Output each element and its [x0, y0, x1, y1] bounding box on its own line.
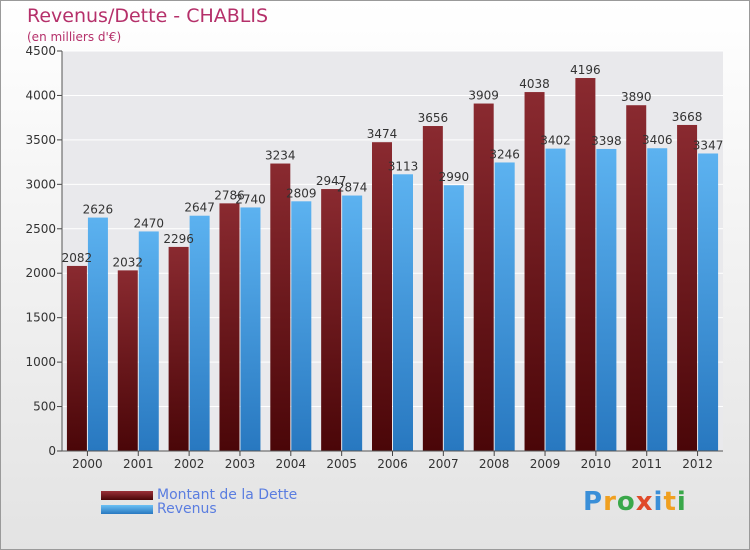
y-tick-label: 2000	[25, 266, 56, 280]
data-label: 3246	[489, 147, 520, 161]
data-label: 3406	[642, 133, 673, 147]
y-tick-label: 1500	[25, 311, 56, 325]
x-tick-label: 2012	[682, 457, 713, 471]
bar-revenus	[138, 231, 159, 451]
data-label: 3656	[418, 111, 449, 125]
logo-letter: t	[663, 487, 677, 517]
legend-label-dette: Montant de la Dette	[157, 487, 298, 503]
plot-background	[62, 51, 723, 451]
data-label: 2032	[112, 255, 143, 269]
bar-dette	[575, 78, 596, 452]
bar-dette	[117, 270, 138, 451]
chart-title: Revenus/Dette - CHABLIS	[27, 5, 269, 27]
bar-dette	[524, 92, 545, 452]
legend-swatch-revenus	[101, 504, 153, 514]
data-label: 3347	[693, 138, 724, 152]
data-label: 2809	[286, 186, 317, 200]
data-label: 2296	[163, 232, 194, 246]
bar-dette	[66, 265, 87, 451]
logo-letter: o	[616, 487, 636, 517]
y-tick-label: 1000	[25, 355, 56, 369]
data-label: 2470	[133, 216, 164, 230]
bar-dette	[321, 189, 342, 452]
data-label: 3402	[540, 134, 571, 148]
bar-revenus	[189, 215, 210, 451]
legend-swatch-dette	[101, 490, 153, 500]
bar-revenus	[698, 153, 719, 451]
data-label: 3909	[468, 89, 499, 103]
data-label: 2947	[316, 174, 347, 188]
plot-area	[62, 51, 723, 451]
x-tick-label: 2004	[276, 457, 307, 471]
proxiti-logo: Proxiti	[583, 487, 687, 517]
bar-dette	[422, 126, 443, 452]
data-label: 2874	[337, 181, 368, 195]
x-tick-label: 2003	[225, 457, 256, 471]
data-label: 2740	[235, 192, 266, 206]
x-tick-label: 2008	[479, 457, 510, 471]
bars	[66, 78, 719, 452]
legend-item-dette: Montant de la Dette	[101, 487, 297, 503]
data-label: 2990	[439, 170, 470, 184]
bar-dette	[168, 246, 189, 451]
bar-revenus	[342, 195, 363, 451]
logo-letter: i	[653, 487, 664, 517]
x-tick-label: 2001	[123, 457, 154, 471]
y-tick-label: 0	[48, 444, 56, 458]
data-label: 4196	[570, 63, 601, 77]
bar-revenus	[240, 207, 261, 451]
logo-letter: r	[603, 487, 617, 517]
data-label: 2626	[83, 203, 114, 217]
data-label: 3474	[367, 127, 398, 141]
bar-dette	[270, 163, 291, 452]
data-label: 3113	[388, 159, 419, 173]
data-label: 2082	[62, 251, 93, 265]
chart-subtitle: (en milliers d'€)	[27, 30, 122, 44]
y-tick-label: 4000	[25, 88, 56, 102]
data-label: 2647	[184, 201, 215, 215]
bar-revenus	[393, 174, 413, 452]
data-label: 3890	[621, 90, 652, 104]
data-label: 3234	[265, 149, 296, 163]
bar-revenus	[596, 148, 617, 451]
x-tick-label: 2002	[174, 457, 205, 471]
logo-letter: x	[635, 487, 654, 517]
bar-revenus	[291, 201, 312, 451]
y-tick-label: 3500	[25, 133, 56, 147]
y-tick-label: 4500	[25, 44, 56, 58]
x-tick-label: 2006	[377, 457, 408, 471]
bar-dette	[372, 142, 392, 451]
x-tick-label: 2011	[631, 457, 662, 471]
data-label: 3668	[672, 110, 703, 124]
legend-item-revenus: Revenus	[101, 501, 217, 517]
data-label: 3398	[591, 134, 622, 148]
x-tick-label: 2010	[581, 457, 612, 471]
data-label: 4038	[519, 77, 550, 91]
bar-revenus	[647, 148, 668, 451]
x-tick-label: 2007	[428, 457, 459, 471]
bar-dette	[219, 203, 240, 451]
x-tick-label: 2000	[72, 457, 103, 471]
bar-revenus	[494, 162, 515, 451]
axes: 0 500 1000 1500 2000 2500 3000 3500 4000 4500 2000…	[25, 44, 723, 471]
bar-dette	[677, 124, 698, 451]
y-tick-label: 500	[33, 400, 56, 414]
data-label: 2786	[214, 188, 245, 202]
x-tick-label: 2009	[530, 457, 561, 471]
bar-revenus	[545, 148, 566, 451]
legend-label-revenus: Revenus	[157, 501, 217, 517]
y-tick-label: 2500	[25, 222, 56, 236]
logo-letter: i	[676, 487, 687, 517]
bar-revenus	[87, 217, 108, 451]
x-tick-label: 2005	[326, 457, 357, 471]
bar-dette	[473, 103, 494, 452]
y-tick-label: 3000	[25, 177, 56, 191]
logo-letter: P	[583, 487, 604, 517]
bar-dette	[626, 105, 647, 451]
bar-revenus	[443, 185, 464, 451]
